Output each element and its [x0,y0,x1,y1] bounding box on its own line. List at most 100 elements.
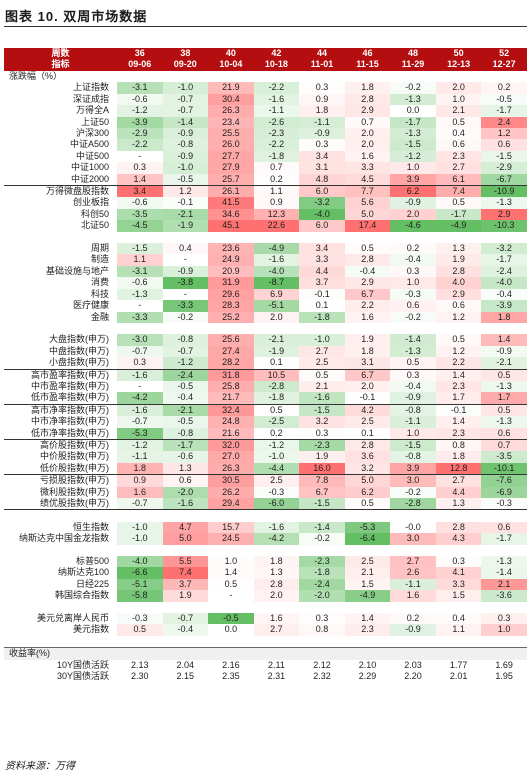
value-cell: -0.6 [117,93,163,106]
value-cell: 1.2 [481,128,527,140]
value-cell: 2.03 [404,659,422,670]
value-cell: 3.3 [299,254,345,266]
value-cell: 1.4 [481,334,527,346]
table-row: 制造 1.1 - 24.9 -1.6 3.3 2.8 -0.4 1.9 -1.7 [4,254,527,266]
value-cell: -3.9 [481,300,527,312]
table-row: 科技 -1.3 - 29.6 6.9 -0.1 6.7 -0.3 2.9 -0.4 [4,288,527,301]
header-week: 40 [208,48,254,59]
value-cell: 5.0 [162,533,209,545]
header-date: 10-04 [208,59,254,71]
table-row: 高价股指数(申万) -1.2 -1.7 32.0 -1.2 -2.3 2.8 -1.5 0.8 0… [4,438,527,452]
value-cell: 1.9 [299,451,345,463]
value-cell: 2.13 [131,659,149,670]
value-cell: 4.3 [435,533,482,545]
value-cell: 0.9 [117,474,163,487]
header-date: 11-15 [344,59,391,71]
value-cell: -1.7 [390,116,436,129]
value-cell: -4.5 [117,220,163,232]
value-cell: 3.3 [435,578,482,591]
value-cell: -6.6 [117,567,163,579]
value-cell: -1.1 [390,416,436,428]
value-cell: 1.8 [344,82,391,94]
spacer-cell [4,510,527,522]
value-cell: -2.3 [253,128,300,140]
table-row: 纳斯达克100 -6.6 7.4 1.4 1.3 -1.8 2.1 2.6 4.1 -1.4 [4,567,527,579]
value-cell: -2.2 [253,139,300,151]
value-cell: 21.7 [208,392,254,405]
header-row-weeks: 周数 36 38 40 42 44 46 48 50 52 [4,48,527,59]
value-cell: 2.15 [176,671,195,682]
value-cell: 0.5 [481,403,527,417]
value-cell: 3.1 [299,162,345,174]
value-cell: -10.9 [481,185,527,198]
value-cell: 12.3 [253,208,300,221]
value-cell: -1.5 [481,150,527,163]
row-label: 万得微盘股指数 [4,185,117,198]
row-label: 大盘指数(申万) [49,334,109,345]
value-cell: 25.7 [208,173,254,186]
value-cell: 0.6 [481,521,527,534]
value-cell: 2.6 [390,567,436,579]
value-cell: 1.8 [344,345,391,358]
value-cell: -2.3 [299,556,345,568]
row-label: 科创50 [80,208,109,219]
value-cell: -4.0 [253,265,300,278]
value-cell: 1.77 [449,659,468,670]
value-cell: 29.4 [208,498,254,511]
value-cell: -0.2 [390,82,436,94]
value-cell: 1.8 [481,311,527,323]
value-cell: 23.6 [208,243,254,255]
row-label: 标普500 [75,556,109,566]
value-cell: 30.4 [208,93,254,106]
table-body: 涨跌幅（%） 上证指数 -3.1 -1.0 21.9 -2.2 0.3 1.8 -0.2 2.0 0… [4,71,527,683]
value-cell: 0.4 [162,243,209,255]
value-cell: 2.0 [435,82,482,94]
spacer-row [4,232,527,243]
value-cell: -1.3 [117,288,163,301]
value-cell: 1.2 [435,345,482,358]
value-cell: 32.0 [208,438,254,452]
value-cell: 26.2 [208,486,254,498]
value-cell: -3.9 [117,116,163,129]
value-cell: 32.4 [208,403,254,417]
header-date: 10-18 [253,59,300,71]
value-cell: 1.6 [390,590,436,602]
row-label: 低市净率指数(申万) [31,427,109,438]
value-cell: 6.0 [299,220,345,232]
value-cell: -2.4 [162,368,209,381]
value-cell: 5.0 [344,208,391,221]
row-label: 日经225 [75,578,109,589]
value-cell: -1.9 [253,345,300,358]
value-cell: 1.3 [435,243,482,255]
value-cell: 3.9 [390,462,436,475]
value-cell: 6.2 [344,486,391,498]
value-cell: -1.4 [299,521,345,534]
value-cell: -1.3 [481,556,527,568]
value-cell: -4.0 [299,208,345,221]
value-cell: 24.9 [208,254,254,266]
value-cell: -1.1 [390,578,436,591]
value-cell: 0.3 [117,162,163,174]
value-cell: -5.3 [117,427,163,440]
value-cell: 1.5 [435,590,482,602]
value-cell: 1.2 [162,185,209,198]
header-week: 52 [481,48,527,59]
row-label: 美元指数 [72,624,109,635]
row-label: 周期 [90,243,109,254]
header-date: 09-20 [162,59,209,71]
value-cell: 1.1 [253,185,300,198]
value-cell: 21.6 [208,427,254,440]
value-cell: 1.3 [435,498,482,511]
row-label: 美元兑离岸人民币 [36,613,109,624]
value-cell: 2.2 [435,357,482,370]
value-cell: 2.2 [344,300,391,312]
value-cell: -1.3 [481,197,527,209]
value-cell: 12.8 [435,462,482,475]
value-cell: 26.0 [208,139,254,151]
value-cell: 1.9 [435,254,482,266]
value-cell: 3.3 [344,162,391,174]
value-cell: -6.0 [253,498,300,511]
table-row: 万得全A -1.2 -0.7 26.3 -1.1 1.8 2.9 0.0 2.1 -1.7 [4,105,527,117]
value-cell: 2.10 [358,659,377,670]
value-cell: 0.5 [481,368,527,381]
